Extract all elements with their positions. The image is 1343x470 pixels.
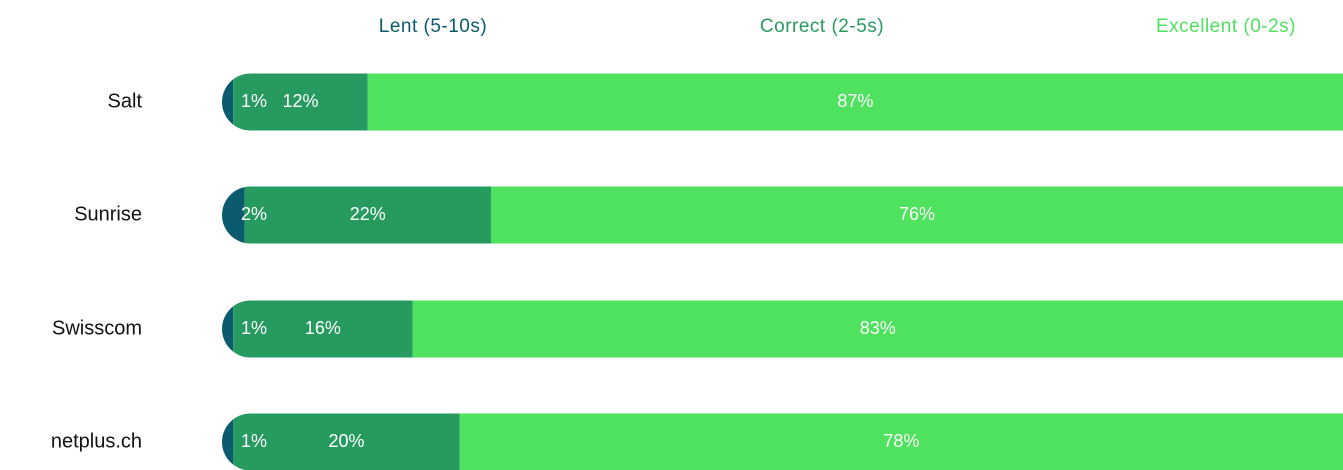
- bar-row: [222, 300, 1343, 358]
- bar-segment: [222, 300, 234, 358]
- value-label: 22%: [350, 204, 386, 224]
- bar-segment: [233, 73, 368, 131]
- value-label: 78%: [883, 431, 919, 451]
- value-label: 1%: [241, 91, 267, 111]
- category-label: Swisscom: [52, 317, 142, 339]
- value-label: 83%: [860, 318, 896, 338]
- bar-segment: [222, 413, 234, 470]
- bar-segment: [222, 73, 234, 131]
- bar-segment: [222, 186, 245, 244]
- bar-segment: [233, 300, 413, 358]
- legend-label: Correct (2-5s): [760, 16, 884, 37]
- category-label: netplus.ch: [51, 430, 142, 452]
- value-label: 12%: [282, 91, 318, 111]
- value-label: 2%: [241, 204, 267, 224]
- bar-segment: [412, 300, 1343, 358]
- category-label: Salt: [108, 90, 143, 112]
- bar-segment: [367, 73, 1343, 131]
- legend-label: Excellent (0-2s): [1156, 16, 1296, 37]
- value-label: 1%: [241, 431, 267, 451]
- bar-row: [222, 413, 1343, 470]
- bar-segment: [491, 186, 1343, 244]
- value-label: 76%: [899, 204, 935, 224]
- value-label: 1%: [241, 318, 267, 338]
- bar-row: [222, 186, 1343, 244]
- bar-segment: [459, 413, 1343, 470]
- bar-row: [222, 73, 1343, 131]
- value-label: 16%: [305, 318, 341, 338]
- bar-segment: [233, 413, 460, 470]
- value-label: 87%: [837, 91, 873, 111]
- category-label: Sunrise: [74, 203, 142, 225]
- legend-label: Lent (5-10s): [379, 16, 487, 37]
- value-label: 20%: [329, 431, 365, 451]
- bar-segment: [244, 186, 492, 244]
